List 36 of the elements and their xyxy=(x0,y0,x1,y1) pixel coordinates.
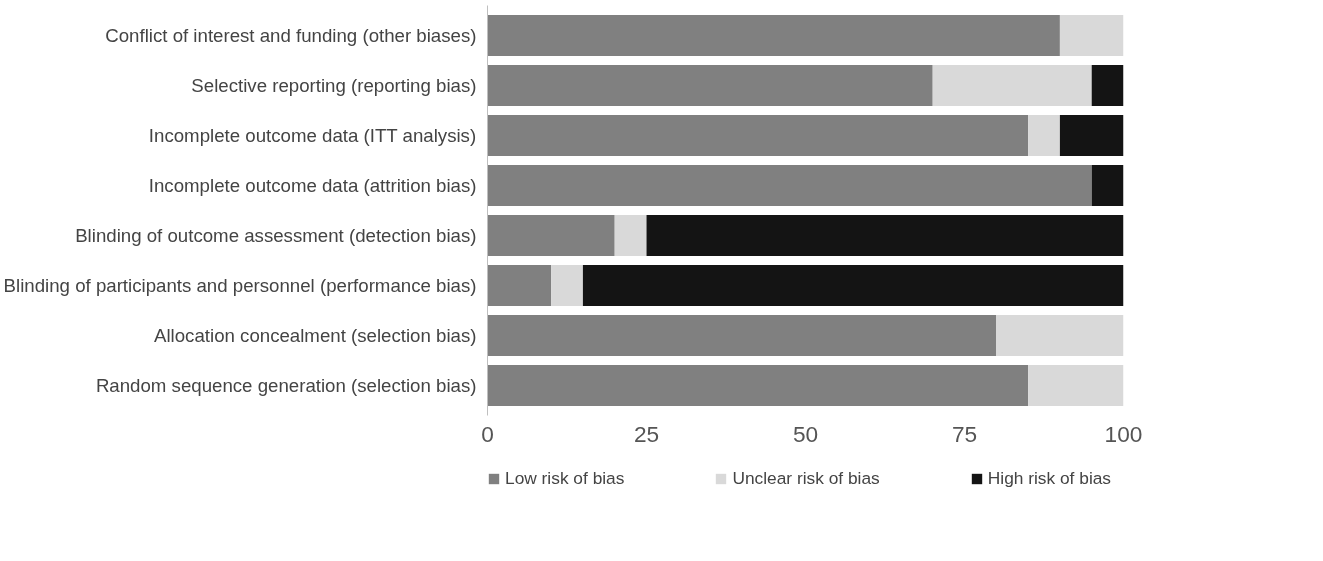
bar xyxy=(996,315,1124,356)
bar xyxy=(1091,65,1124,106)
x-tick-label: 0 xyxy=(481,420,494,447)
x-tick-label: 75 xyxy=(951,420,978,447)
bar xyxy=(487,65,933,106)
bar xyxy=(582,265,1124,306)
x-tick-label: 100 xyxy=(1104,420,1143,447)
bar xyxy=(487,265,552,306)
bar xyxy=(551,265,583,306)
bar xyxy=(487,165,1092,206)
y-tick-label: Random sequence generation (selection bias) xyxy=(95,375,477,396)
bar xyxy=(1028,115,1060,156)
bar xyxy=(1059,15,1124,56)
y-tick-label: Allocation concealment (selection bias) xyxy=(154,325,477,346)
y-tick-label: Blinding of outcome assessment (detection bias) xyxy=(75,225,477,246)
bar xyxy=(487,365,1029,406)
bar xyxy=(1028,365,1124,406)
y-tick-label: Incomplete outcome data (ITT analysis) xyxy=(148,125,477,146)
bar xyxy=(487,215,615,256)
x-tick-label: 50 xyxy=(792,420,819,447)
legend-label: Low risk of bias xyxy=(505,468,625,489)
bar xyxy=(487,115,1029,156)
y-tick-label: Incomplete outcome data (attrition bias) xyxy=(148,175,477,196)
bar xyxy=(614,215,647,256)
legend-label: Unclear risk of bias xyxy=(732,468,880,489)
bar xyxy=(932,65,1092,106)
bar xyxy=(487,15,1060,56)
y-tick-label: Blinding of participants and personnel (performance bias) xyxy=(3,275,477,296)
y-tick-label: Selective reporting (reporting bias) xyxy=(191,75,477,96)
x-tick-label: 25 xyxy=(633,420,660,447)
bar xyxy=(1091,165,1124,206)
legend-label: High risk of bias xyxy=(987,468,1112,489)
bar xyxy=(487,315,997,356)
y-tick-label: Conflict of interest and funding (other biases) xyxy=(105,25,477,46)
bar xyxy=(1059,115,1124,156)
bar xyxy=(646,215,1124,256)
